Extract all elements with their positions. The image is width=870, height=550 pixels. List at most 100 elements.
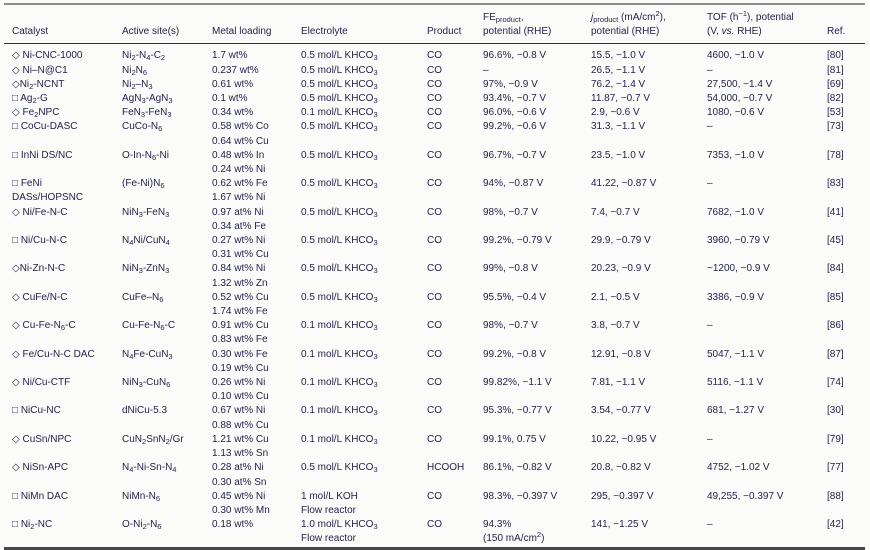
cell-r16-c7: 3.54, −0.77 V — [591, 405, 651, 417]
cell-r4-c7: 11.87, −0.7 V — [591, 93, 651, 105]
cell-r1-c7: 15.5, −1.0 V — [591, 50, 646, 62]
cell-r16-c6: 95.3%, −0.77 V — [483, 405, 552, 417]
cell-r15-c5: CO — [427, 377, 442, 389]
cell-r11-c7: 20.23, −0.9 V — [591, 263, 651, 275]
table-row: ◇ Ni/Fe-N-C NiN3-FeN3 0.97 at% Ni 0.34 at% … — [4, 206, 865, 234]
cell-r13-c6: 98%, −0.7 V — [483, 320, 538, 332]
cell-r7-c9: [78] — [827, 149, 844, 161]
column-header-1: Catalyst — [4, 4, 122, 45]
cell-r5-c7: 2.9, −0.6 V — [591, 107, 640, 119]
table-row: □ CoCu-DASC CuCo-N6 0.58 wt% Co 0.64 wt% Cu… — [4, 120, 865, 148]
cell-r6-c4: 0.5 mol/L KHCO3 — [301, 121, 378, 134]
cell-r12-c8: 3386, −0.9 V — [707, 291, 764, 303]
table-row: □ NiMn DAC NiMn-N6 0.45 wt% Ni 0.30 wt% Mn 1… — [4, 490, 865, 518]
cell-r18-c2: N4-Ni-Sn-N4 — [122, 462, 177, 475]
cell-r10-c5: CO — [427, 235, 442, 247]
cell-r4-c9: [82] — [827, 93, 844, 105]
cell-r5-c4: 0.1 mol/L KHCO3 — [301, 107, 378, 120]
cell-r6-c5: CO — [427, 121, 442, 133]
column-header-6: FEproduct, potential (RHE) — [483, 4, 591, 45]
cell-r5-c3: 0.34 wt% — [212, 107, 254, 119]
cell-r18-c6: 86.1%, −0.82 V — [483, 462, 552, 474]
cell-r6-c6: 99.2%, −0.6 V — [483, 121, 547, 133]
cell-r7-c2: O-In-N6-Ni — [122, 149, 169, 162]
cell-r8-c7: 41.22, −0.87 V — [591, 178, 657, 190]
cell-r9-c2: NiN3-FeN3 — [122, 206, 170, 219]
cell-r9-c1: ◇ Ni/Fe-N-C — [12, 206, 68, 218]
cell-r13-c3: 0.91 wt% Cu 0.83 wt% Fe — [212, 320, 269, 346]
cell-r17-c8: – — [707, 433, 713, 445]
table-row: ◇ Ni–N@C1 Ni2N6 0.237 wt% 0.5 mol/L KHCO3 CO… — [4, 64, 865, 78]
cell-r15-c3: 0.26 wt% Ni 0.10 wt% Cu — [212, 377, 269, 403]
cell-r8-c3: 0.62 wt% Fe 1.67 wt% Ni — [212, 178, 268, 204]
cell-r1-c4: 0.5 mol/L KHCO3 — [301, 50, 378, 63]
cell-r2-c5: CO — [427, 64, 442, 76]
cell-r8-c8: – — [707, 178, 713, 190]
cell-r13-c1: ◇ Cu-Fe-N6-C — [12, 320, 76, 333]
column-header-7: jproduct (mA/cm2), potential (RHE) — [591, 4, 707, 45]
cell-r19-c8: 49,255, −0.397 V — [707, 490, 784, 502]
cell-r8-c4: 0.5 mol/L KHCO3 — [301, 178, 378, 191]
table-row: □ FeNi DASs/HOPSNC (Fe-Ni)N6 0.62 wt% Fe 1.6… — [4, 177, 865, 205]
cell-r10-c7: 29.9, −0.79 V — [591, 235, 651, 247]
cell-r8-c1: □ FeNi DASs/HOPSNC — [12, 178, 84, 204]
cell-r8-c6: 94%, −0.87 V — [483, 178, 544, 190]
cell-r19-c5: CO — [427, 490, 442, 502]
cell-r15-c4: 0.1 mol/L KHCO3 — [301, 377, 378, 390]
cell-r16-c2: dNiCu-5.3 — [122, 405, 168, 417]
cell-r4-c4: 0.5 mol/L KHCO3 — [301, 93, 378, 106]
table-row: ◇Ni-Zn-N-C NiN3-ZnN3 0.84 wt% Ni 1.32 wt% Z… — [4, 262, 865, 290]
cell-r9-c6: 98%, −0.7 V — [483, 206, 538, 218]
cell-r6-c3: 0.58 wt% Co 0.64 wt% Cu — [212, 121, 269, 147]
cell-r7-c5: CO — [427, 149, 442, 161]
table-row: □ Ni/Cu-N-C N4Ni/CuN4 0.27 wt% Ni 0.31 wt% … — [4, 234, 865, 262]
cell-r15-c8: 5116, −1.1 V — [707, 377, 764, 389]
cell-r1-c9: [80] — [827, 50, 844, 62]
cell-r14-c1: ◇ Fe/Cu-N-C DAC — [12, 348, 95, 360]
cell-r17-c5: CO — [427, 433, 442, 445]
cell-r9-c9: [41] — [827, 206, 844, 218]
cell-r11-c8: ~1200, −0.9 V — [707, 263, 770, 275]
cell-r8-c9: [83] — [827, 178, 844, 190]
cell-r15-c1: ◇ Ni/Cu-CTF — [12, 377, 71, 389]
cell-r7-c1: □ InNi DS/NC — [12, 149, 73, 161]
table-row: ◇ Ni/Cu-CTF NiN3-CuN6 0.26 wt% Ni 0.10 wt% … — [4, 376, 865, 404]
cell-r12-c4: 0.5 mol/L KHCO3 — [301, 291, 378, 304]
cell-r17-c3: 1.21 wt% Cu 1.13 wt% Sn — [212, 433, 269, 460]
column-header-4: Electrolyte — [301, 4, 427, 45]
table-row: □ NiCu-NC dNiCu-5.3 0.67 wt% Ni 0.88 wt% Cu… — [4, 404, 865, 432]
cell-r16-c5: CO — [427, 405, 442, 417]
cell-r12-c7: 2.1, −0.5 V — [591, 291, 640, 303]
cell-r13-c8: – — [707, 320, 713, 332]
cell-r3-c8: 27,500, −1.4 V — [707, 78, 773, 90]
cell-r19-c3: 0.45 wt% Ni 0.30 wt% Mn — [212, 490, 270, 516]
cell-r13-c2: Cu-Fe-N6-C — [122, 320, 176, 333]
cell-r5-c1: ◇ Fe2NPC — [12, 107, 60, 120]
cell-r16-c4: 0.1 mol/L KHCO3 — [301, 405, 378, 418]
cell-r19-c4: 1 mol/L KOH Flow reactor — [301, 490, 358, 516]
cell-r7-c4: 0.5 mol/L KHCO3 — [301, 149, 378, 162]
cell-r20-c9: [42] — [827, 519, 844, 531]
cell-r17-c9: [79] — [827, 433, 844, 445]
cell-r11-c4: 0.5 mol/L KHCO3 — [301, 263, 378, 276]
cell-r20-c5: CO — [427, 519, 442, 531]
cell-r13-c7: 3.8, −0.7 V — [591, 320, 640, 332]
cell-r18-c4: 0.5 mol/L KHCO3 — [301, 462, 378, 475]
cell-r2-c6: – — [483, 64, 489, 76]
cell-r17-c1: ◇ CuSn/NPC — [12, 433, 72, 445]
table-row: ◇ NiSn-APC N4-Ni-Sn-N4 0.28 at% Ni 0.30 at%… — [4, 461, 865, 489]
cell-r18-c3: 0.28 at% Ni 0.30 at% Sn — [212, 462, 267, 488]
cell-r1-c6: 96.6%, −0.8 V — [483, 50, 547, 62]
cell-r1-c3: 1.7 wt% — [212, 50, 248, 62]
cell-r19-c7: 295, −0.397 V — [591, 490, 654, 502]
cell-r11-c2: NiN3-ZnN3 — [122, 263, 170, 276]
cell-r12-c6: 95.5%, −0.4 V — [483, 291, 547, 303]
cell-r9-c8: 7682, −1.0 V — [707, 206, 764, 218]
cell-r18-c8: 4752, −1.02 V — [707, 462, 770, 474]
cell-r1-c1: ◇ Ni-CNC-1000 — [12, 50, 83, 62]
table-row: □ InNi DS/NC O-In-N6-Ni 0.48 wt% In 0.24 wt… — [4, 149, 865, 177]
cell-r20-c3: 0.18 wt% — [212, 519, 254, 531]
cell-r2-c3: 0.237 wt% — [212, 64, 259, 76]
cell-r19-c1: □ NiMn DAC — [12, 490, 69, 502]
cell-r3-c3: 0.61 wt% — [212, 78, 254, 90]
